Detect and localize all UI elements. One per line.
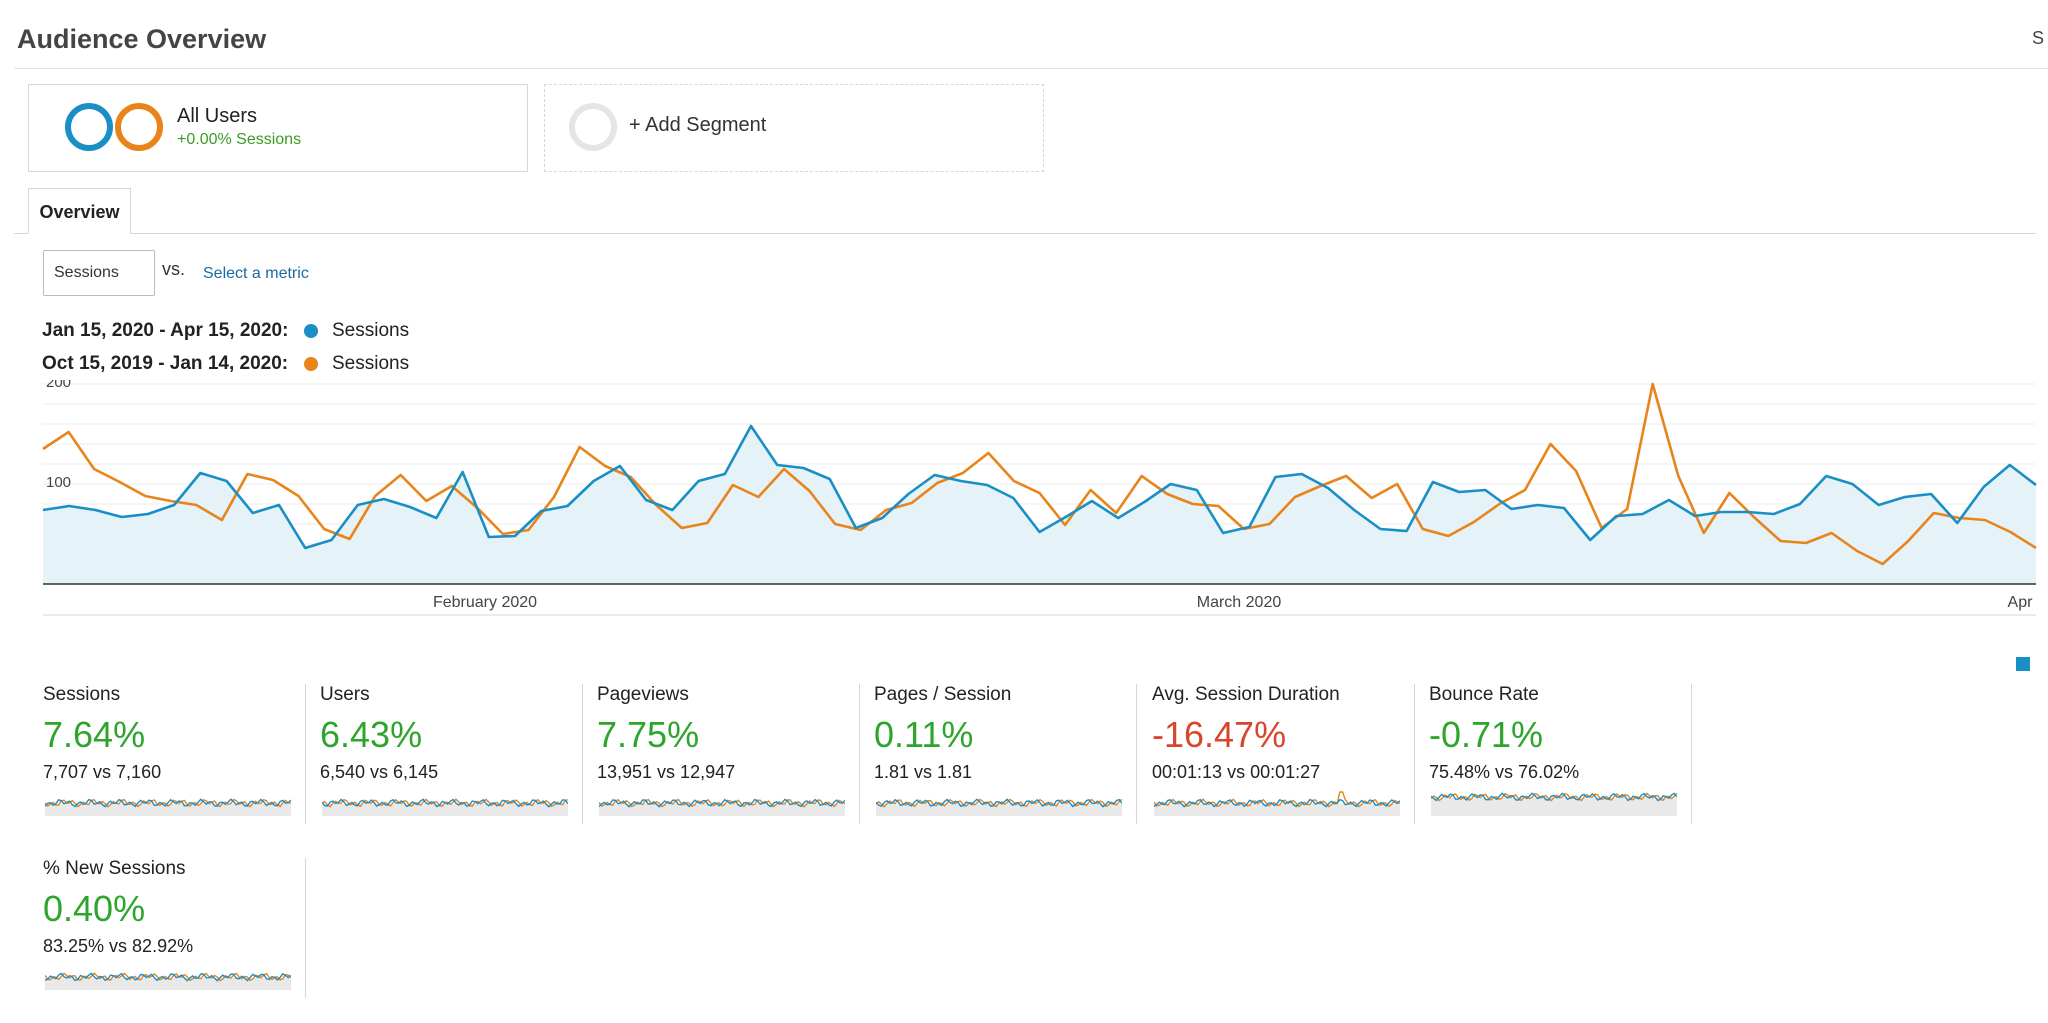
metric-sparkline xyxy=(322,798,568,816)
add-segment-button[interactable]: + Add Segment xyxy=(544,84,1044,172)
sparkline-line xyxy=(876,798,1122,808)
metric-name: Users xyxy=(320,684,370,705)
metric-comparison: 83.25% vs 82.92% xyxy=(43,936,194,956)
segment-name: All Users xyxy=(177,105,258,127)
metric-sparkline xyxy=(1431,792,1677,816)
y-tick-label: 200 xyxy=(46,380,71,391)
metric-select[interactable]: Sessions xyxy=(43,250,155,296)
chart-export-icon[interactable] xyxy=(2016,657,2030,671)
metric-sparkline xyxy=(1154,791,1400,816)
legend-dot xyxy=(304,357,318,371)
metric-sparkline xyxy=(876,798,1122,816)
metric-card[interactable]: Pages / Session 0.11% 1.81 vs 1.81 xyxy=(874,684,1137,824)
series-line-previous xyxy=(42,382,2037,566)
sparkline-line xyxy=(876,798,1122,808)
metric-name: Sessions xyxy=(43,684,121,705)
legend-previous: Oct 15, 2019 - Jan 14, 2020: Sessions xyxy=(42,353,409,375)
sparkline-area xyxy=(322,804,568,816)
sparkline-area xyxy=(876,804,1122,816)
metric-card[interactable]: % New Sessions 0.40% 83.25% vs 82.92% xyxy=(43,858,306,998)
sparkline-area xyxy=(599,804,845,816)
vs-label: vs. xyxy=(162,259,186,279)
legend-label: Sessions xyxy=(332,320,410,341)
metric-card[interactable]: Bounce Rate -0.71% 75.48% vs 76.02% xyxy=(1429,684,1692,824)
sparkline-line xyxy=(322,798,568,808)
metric-card[interactable]: Users 6.43% 6,540 vs 6,145 xyxy=(320,684,583,824)
metric-comparison: 1.81 vs 1.81 xyxy=(874,762,973,782)
x-tick-label: Apr xyxy=(2008,594,2034,611)
metric-percent-change: -0.71% xyxy=(1429,714,1544,755)
metric-name: Bounce Rate xyxy=(1429,684,1539,705)
page-title: Audience Overview xyxy=(17,24,267,54)
sparkline-line xyxy=(599,798,845,808)
corner-letter: S xyxy=(2031,28,2044,48)
metric-card[interactable]: Pageviews 7.75% 13,951 vs 12,947 xyxy=(597,684,860,824)
metric-percent-change: 0.40% xyxy=(43,888,146,929)
metric-percent-change: -16.47% xyxy=(1152,714,1287,755)
legend-label: Sessions xyxy=(332,353,410,374)
previous-period-ring-icon xyxy=(115,103,163,151)
metric-name: % New Sessions xyxy=(43,858,186,879)
metric-card[interactable]: Avg. Session Duration -16.47% 00:01:13 vs … xyxy=(1152,684,1415,824)
legend-dot xyxy=(304,324,318,338)
metric-percent-change: 6.43% xyxy=(320,714,423,755)
x-tick-label: March 2020 xyxy=(1197,594,1282,611)
segment-all-users[interactable]: All Users +0.00% Sessions xyxy=(28,84,528,172)
metric-name: Pages / Session xyxy=(874,684,1012,705)
sparkline-area xyxy=(45,804,291,816)
sessions-line-chart[interactable]: 100 200 February 2020 March 2020 Apr xyxy=(0,380,2048,620)
current-period-ring-icon xyxy=(65,103,113,151)
metric-name: Pageviews xyxy=(597,684,689,705)
select-metric-link[interactable]: Select a metric xyxy=(203,265,309,282)
metric-comparison: 7,707 vs 7,160 xyxy=(43,762,162,782)
empty-segment-ring-icon xyxy=(569,103,617,151)
tab-overview[interactable]: Overview xyxy=(28,188,131,234)
x-tick-label: February 2020 xyxy=(433,594,537,611)
metric-name: Avg. Session Duration xyxy=(1152,684,1340,705)
sparkline-line xyxy=(1154,798,1400,808)
metric-percent-change: 0.11% xyxy=(874,714,974,755)
sparkline-line xyxy=(1431,792,1677,802)
metric-comparison: 00:01:13 vs 00:01:27 xyxy=(1152,762,1321,782)
legend-current: Jan 15, 2020 - Apr 15, 2020: Sessions xyxy=(42,320,409,342)
metric-comparison: 13,951 vs 12,947 xyxy=(597,762,736,782)
y-tick-label: 100 xyxy=(46,474,71,491)
tab-divider xyxy=(14,233,2036,234)
header-divider xyxy=(14,68,2048,69)
sparkline-line xyxy=(45,798,291,808)
sparkline-area xyxy=(1154,804,1400,816)
metric-comparison: 6,540 vs 6,145 xyxy=(320,762,439,782)
metric-sparkline xyxy=(45,798,291,816)
series-line-current xyxy=(42,424,2037,550)
sparkline-area xyxy=(45,978,291,990)
series-area xyxy=(43,426,2036,584)
metric-percent-change: 7.75% xyxy=(597,714,700,755)
sparkline-area xyxy=(1431,798,1677,816)
legend-range: Oct 15, 2019 - Jan 14, 2020: xyxy=(42,353,289,374)
sparkline-line xyxy=(45,798,291,808)
legend-range: Jan 15, 2020 - Apr 15, 2020: xyxy=(42,320,289,341)
metric-percent-change: 7.64% xyxy=(43,714,146,755)
metric-sparkline xyxy=(45,972,291,990)
metric-card[interactable]: Sessions 7.64% 7,707 vs 7,160 xyxy=(43,684,306,824)
segment-sessions-change: +0.00% Sessions xyxy=(177,131,302,148)
sparkline-line xyxy=(1431,792,1677,802)
sparkline-line xyxy=(45,972,291,982)
metric-sparkline xyxy=(599,798,845,816)
add-segment-label: + Add Segment xyxy=(629,114,767,136)
metric-comparison: 75.48% vs 76.02% xyxy=(1429,762,1580,782)
